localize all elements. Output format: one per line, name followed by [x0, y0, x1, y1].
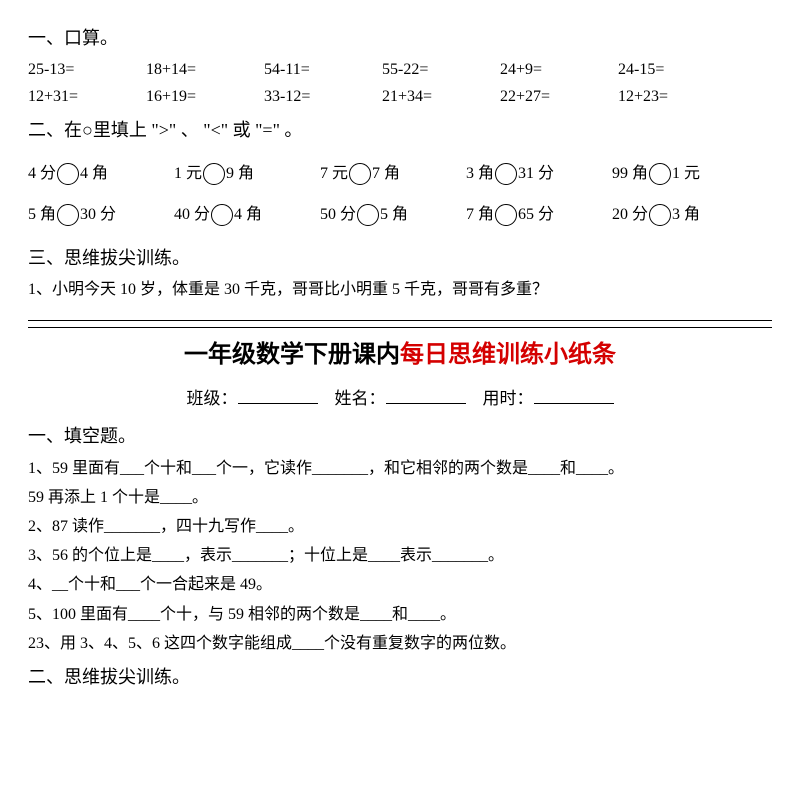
arith-cell: 12+31=: [28, 84, 146, 110]
name-blank: [386, 386, 466, 404]
bottom-section2-title: 二、思维拔尖训练。: [28, 663, 772, 692]
comp-cell: 4 分 4 角: [28, 161, 174, 187]
arith-row-1: 25-13= 18+14= 54-11= 55-22= 24+9= 24-15=: [28, 57, 772, 83]
circle-icon: [495, 163, 517, 185]
comp-cell: 1 元 9 角: [174, 161, 320, 187]
comp-right: 5 角: [380, 202, 408, 228]
comp-right: 4 角: [80, 161, 108, 187]
time-blank: [534, 386, 614, 404]
fill-question-1: 1、59 里面有___个十和___个一，它读作_______，和它相邻的两个数是…: [28, 455, 772, 482]
circle-icon: [203, 163, 225, 185]
fill-question-4: 4、__个十和___个一合起来是 49。: [28, 571, 772, 598]
top-worksheet: 一、口算。 25-13= 18+14= 54-11= 55-22= 24+9= …: [28, 24, 772, 302]
comp-cell: 7 元 7 角: [320, 161, 466, 187]
class-blank: [238, 386, 318, 404]
arith-cell: 22+27=: [500, 84, 618, 110]
circle-icon: [349, 163, 371, 185]
arith-cell: 25-13=: [28, 57, 146, 83]
circle-icon: [649, 204, 671, 226]
fill-question-23: 23、用 3、4、5、6 这四个数字能组成____个没有重复数字的两位数。: [28, 630, 772, 657]
divider-line-1: [28, 320, 772, 321]
circle-icon: [57, 163, 79, 185]
comp-left: 5 角: [28, 202, 56, 228]
fill-question-2: 2、87 读作_______，四十九写作____。: [28, 513, 772, 540]
word-problem-1: 1、小明今天 10 岁，体重是 30 千克，哥哥比小明重 5 千克，哥哥有多重？: [28, 277, 772, 303]
main-title: 一年级数学下册课内每日思维训练小纸条: [28, 336, 772, 374]
comp-left: 1 元: [174, 161, 202, 187]
divider-line-2: [28, 327, 772, 328]
comp-cell: 99 角 1 元: [612, 161, 758, 187]
arith-cell: 12+23=: [618, 84, 736, 110]
section3-title: 三、思维拔尖训练。: [28, 244, 772, 273]
comp-cell: 3 角 31 分: [466, 161, 612, 187]
circle-icon: [495, 204, 517, 226]
comparison-row-1: 4 分 4 角 1 元 9 角 7 元 7 角 3 角 31 分 99 角 1 …: [28, 161, 772, 187]
circle-icon: [649, 163, 671, 185]
comp-left: 50 分: [320, 202, 356, 228]
arith-cell: 18+14=: [146, 57, 264, 83]
comp-left: 20 分: [612, 202, 648, 228]
comparison-row-2: 5 角 30 分 40 分 4 角 50 分 5 角 7 角 65 分 20 分…: [28, 202, 772, 228]
section2-title: 二、在○里填上 ">" 、 "<" 或 "=" 。: [28, 116, 772, 145]
comp-right: 65 分: [518, 202, 554, 228]
comp-left: 7 角: [466, 202, 494, 228]
arith-row-2: 12+31= 16+19= 33-12= 21+34= 22+27= 12+23…: [28, 84, 772, 110]
arith-cell: 24-15=: [618, 57, 736, 83]
comp-right: 3 角: [672, 202, 700, 228]
comp-cell: 20 分 3 角: [612, 202, 758, 228]
circle-icon: [57, 204, 79, 226]
fill-question-5: 5、100 里面有____个十，与 59 相邻的两个数是____和____。: [28, 601, 772, 628]
comp-left: 7 元: [320, 161, 348, 187]
bottom-section1-title: 一、填空题。: [28, 422, 772, 451]
comp-right: 30 分: [80, 202, 116, 228]
time-label: 用时：: [483, 389, 534, 408]
arith-cell: 54-11=: [264, 57, 382, 83]
comp-right: 7 角: [372, 161, 400, 187]
fill-question-1b: 59 再添上 1 个十是____。: [28, 484, 772, 511]
comp-left: 3 角: [466, 161, 494, 187]
fill-question-3: 3、56 的个位上是____，表示_______；十位上是____表示_____…: [28, 542, 772, 569]
comp-cell: 7 角 65 分: [466, 202, 612, 228]
section1-title: 一、口算。: [28, 24, 772, 53]
arith-cell: 21+34=: [382, 84, 500, 110]
title-black: 一年级数学下册课内: [184, 342, 400, 368]
circle-icon: [357, 204, 379, 226]
circle-icon: [211, 204, 233, 226]
title-red: 每日思维训练小纸条: [400, 342, 616, 368]
comp-cell: 40 分 4 角: [174, 202, 320, 228]
comp-left: 99 角: [612, 161, 648, 187]
arith-cell: 16+19=: [146, 84, 264, 110]
arith-cell: 33-12=: [264, 84, 382, 110]
comp-right: 4 角: [234, 202, 262, 228]
comp-left: 4 分: [28, 161, 56, 187]
comp-right: 1 元: [672, 161, 700, 187]
comp-right: 9 角: [226, 161, 254, 187]
comp-cell: 5 角 30 分: [28, 202, 174, 228]
arith-cell: 24+9=: [500, 57, 618, 83]
comp-right: 31 分: [518, 161, 554, 187]
name-label: 姓名：: [335, 389, 386, 408]
arith-cell: 55-22=: [382, 57, 500, 83]
class-label: 班级：: [187, 389, 238, 408]
comp-cell: 50 分 5 角: [320, 202, 466, 228]
bottom-worksheet: 一年级数学下册课内每日思维训练小纸条 班级： 姓名： 用时： 一、填空题。 1、…: [28, 336, 772, 691]
info-line: 班级： 姓名： 用时：: [28, 385, 772, 412]
comp-left: 40 分: [174, 202, 210, 228]
